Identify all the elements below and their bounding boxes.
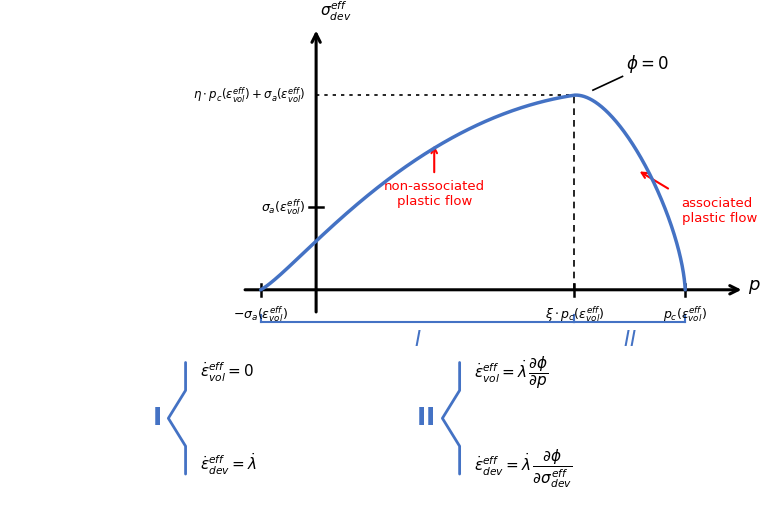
Text: $p$: $p$ [748,278,760,296]
Text: $\xi \cdot p_c(\varepsilon_{vol}^{eff})$: $\xi \cdot p_c(\varepsilon_{vol}^{eff})$ [545,305,604,324]
Text: $\mathit{I}$: $\mathit{I}$ [414,330,421,350]
Text: $p_c(\varepsilon_{vol}^{eff})$: $p_c(\varepsilon_{vol}^{eff})$ [663,305,707,324]
Text: $\phi = 0$: $\phi = 0$ [626,53,669,75]
Text: $\mathit{II}$: $\mathit{II}$ [623,330,637,350]
Text: $\mathit{\mathbf{II}}$: $\mathit{\mathbf{II}}$ [417,406,435,430]
Text: $\eta \cdot p_c(\varepsilon_{vol}^{eff}) + \sigma_a(\varepsilon_{vol}^{eff})$: $\eta \cdot p_c(\varepsilon_{vol}^{eff})… [193,85,305,105]
Text: $-\sigma_a(\varepsilon_{vol}^{eff})$: $-\sigma_a(\varepsilon_{vol}^{eff})$ [233,305,288,324]
Text: $\sigma_a(\varepsilon_{vol}^{eff})$: $\sigma_a(\varepsilon_{vol}^{eff})$ [261,198,305,217]
Text: associated
plastic flow: associated plastic flow [681,197,757,226]
Text: non-associated
plastic flow: non-associated plastic flow [384,180,485,208]
Text: $\dot{\varepsilon}_{vol}^{eff} = 0$: $\dot{\varepsilon}_{vol}^{eff} = 0$ [200,361,254,384]
Text: $\dot{\varepsilon}_{vol}^{eff} = \dot{\lambda}\,\dfrac{\partial\phi}{\partial p}: $\dot{\varepsilon}_{vol}^{eff} = \dot{\l… [474,354,549,391]
Text: $\sigma_{dev}^{eff}$: $\sigma_{dev}^{eff}$ [319,0,352,23]
Text: $\mathit{\mathbf{I}}$: $\mathit{\mathbf{I}}$ [152,406,161,430]
Text: $\dot{\varepsilon}_{dev}^{eff} = \dot{\lambda}$: $\dot{\varepsilon}_{dev}^{eff} = \dot{\l… [200,451,256,477]
Text: $\dot{\varepsilon}_{dev}^{eff} = \dot{\lambda}\,\dfrac{\partial\phi}{\partial\si: $\dot{\varepsilon}_{dev}^{eff} = \dot{\l… [474,448,572,490]
